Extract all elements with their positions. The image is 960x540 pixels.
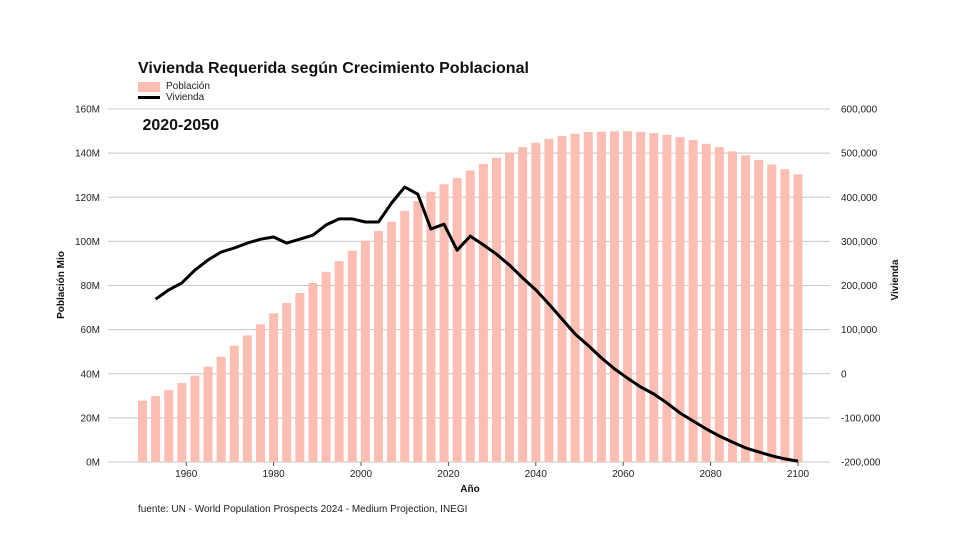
x-axis: 1960 1980 2000 2020 2040 2060 2080 2100 [175,462,810,480]
y-tick-label-right: -200,000 [841,458,881,469]
y-tick-label-left: 20M [81,413,100,424]
population-bar [269,313,279,462]
y-tick-label-right: 300,000 [841,237,878,248]
population-bar [190,375,200,462]
y-tick-label-right: -100,000 [841,413,881,424]
population-bar [505,152,515,462]
population-bar [360,240,370,462]
x-tick-label: 1980 [262,469,285,480]
population-bar [688,139,698,462]
x-tick-label: 2100 [787,469,810,480]
population-bar [465,170,475,462]
legend-line-swatch [138,96,160,99]
population-bar [675,137,685,463]
y-tick-label-left: 160M [75,105,100,116]
population-bar [491,157,501,462]
y-tick-label-left: 40M [81,369,100,380]
population-bar [649,133,659,462]
population-bar [216,356,226,462]
population-bar [518,147,528,462]
y-tick-label-left: 80M [81,281,100,292]
population-bar [295,293,305,462]
y-axis-left-title: Población Mio [56,251,67,319]
y-tick-label-right: 600,000 [841,105,878,116]
population-bar [596,131,606,463]
legend-item-vivienda: Vivienda [138,92,210,103]
population-bar [203,366,213,462]
legend: Población Vivienda [138,81,210,103]
x-tick-label: 2060 [612,469,635,480]
population-bar [452,178,462,463]
population-bar [282,302,292,462]
population-bar [636,131,646,462]
population-bar [767,164,777,462]
y-tick-label-left: 140M [75,149,100,160]
population-bar [780,169,790,462]
y-tick-label-left: 120M [75,193,100,204]
population-bar [400,210,410,462]
x-tick-label: 2000 [350,469,373,480]
population-bar [478,163,488,463]
y-tick-label-right: 100,000 [841,325,878,336]
chart-title-line-1: Vivienda Requerida según Crecimiento Pob… [138,60,529,77]
legend-bar-swatch [138,81,160,92]
population-bar [727,151,737,463]
population-bar [662,134,672,463]
population-bar [701,143,711,462]
population-bar [151,396,161,462]
population-bar [426,191,436,462]
population-bar [334,261,344,462]
population-bar [413,201,423,463]
y-tick-label-right: 200,000 [841,281,878,292]
population-bar [255,324,265,462]
y-axis-right-title: Vivienda [890,259,901,300]
population-bar [531,142,541,463]
population-bar [741,155,751,463]
y-tick-label-right: 500,000 [841,149,878,160]
population-bar [544,139,554,462]
population-bar [164,390,174,462]
y-tick-label-right: 400,000 [841,193,878,204]
population-bar [793,174,803,462]
x-axis-title: Año [460,484,479,495]
population-bar [754,159,764,463]
housing-line-path [154,185,799,463]
legend-label-poblacion: Población [166,81,210,92]
chart-title-line-2: 2020-2050 [138,117,219,134]
y-axis-left: 0M 20M 40M 60M 80M 100M 120M 140M 160M [75,105,100,469]
source-footnote: fuente: UN - World Population Prospects … [138,504,468,515]
population-bar [321,271,331,462]
population-bar [229,345,239,462]
population-bar [623,131,633,462]
population-bar [387,221,397,462]
population-bar [308,283,318,462]
y-tick-label-right: 0 [841,369,847,380]
x-tick-label: 2040 [525,469,548,480]
y-tick-label-left: 60M [81,325,100,336]
population-bar [609,131,619,462]
population-bar [439,184,449,462]
population-bar [570,133,580,462]
population-bar [242,335,252,462]
population-bar [177,383,187,462]
population-bar [714,147,724,462]
y-tick-label-left: 0M [86,458,100,469]
legend-label-vivienda: Vivienda [166,92,205,103]
population-bar [347,250,357,462]
population-bar [557,135,567,462]
x-tick-label: 2020 [437,469,460,480]
x-tick-label: 1960 [175,469,198,480]
housing-line [154,185,799,463]
chart-title: Vivienda Requerida según Crecimiento Pob… [138,21,529,154]
y-axis-right: -200,000 -100,000 0 100,000 200,000 300,000 40… [841,105,881,469]
population-bars [138,131,803,463]
population-bar [373,231,383,462]
y-tick-label-left: 100M [75,237,100,248]
x-tick-label: 2080 [699,469,722,480]
population-bar [583,131,593,462]
legend-item-poblacion: Población [138,81,210,92]
population-bar [138,400,147,462]
